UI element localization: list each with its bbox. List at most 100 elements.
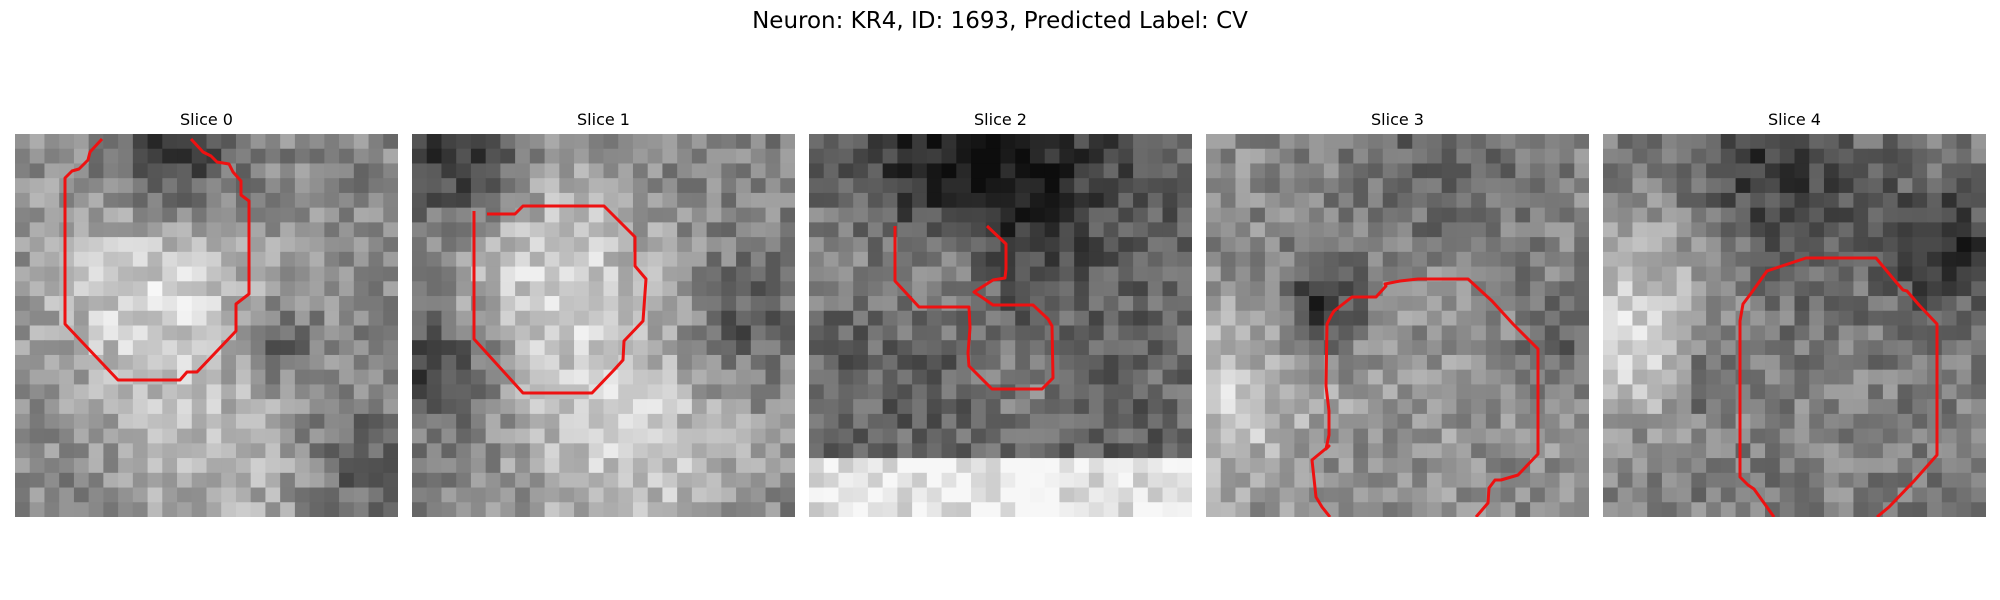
image-pixel — [1779, 266, 1796, 282]
image-pixel — [1720, 487, 1737, 503]
image-pixel — [838, 178, 854, 194]
image-pixel — [15, 134, 31, 150]
image-pixel — [1294, 222, 1310, 238]
image-pixel — [1147, 354, 1164, 371]
image-pixel — [1676, 296, 1692, 312]
image-pixel — [88, 413, 104, 430]
image-pixel — [1809, 399, 1825, 415]
image-pixel — [1544, 192, 1561, 209]
image-pixel — [339, 281, 355, 297]
image-pixel — [426, 413, 443, 430]
image-pixel — [221, 148, 237, 165]
image-pixel — [823, 340, 840, 356]
image-pixel — [1544, 384, 1561, 400]
image-pixel — [1235, 163, 1251, 179]
image-pixel — [221, 237, 237, 253]
image-pixel — [294, 251, 311, 268]
image-pixel — [426, 178, 443, 194]
image-pixel — [1603, 310, 1619, 327]
image-pixel — [515, 281, 531, 297]
image-pixel — [529, 296, 546, 312]
image-pixel — [147, 369, 163, 386]
image-pixel — [1456, 354, 1472, 371]
image-pixel — [441, 178, 457, 194]
image-pixel — [1235, 472, 1251, 489]
image-pixel — [1044, 502, 1061, 517]
image-pixel — [1338, 384, 1354, 400]
image-pixel — [515, 502, 531, 517]
image-pixel — [1544, 487, 1561, 503]
image-pixel — [1853, 340, 1869, 356]
image-pixel — [897, 178, 913, 194]
image-pixel — [1765, 354, 1781, 371]
image-pixel — [823, 148, 840, 165]
image-pixel — [132, 237, 149, 253]
image-pixel — [1912, 310, 1928, 327]
image-pixel — [1088, 502, 1105, 517]
image-pixel — [1574, 296, 1589, 312]
image-pixel — [1779, 487, 1796, 503]
image-pixel — [1294, 413, 1310, 430]
image-pixel — [88, 281, 104, 297]
image-pixel — [426, 148, 443, 165]
image-pixel — [1779, 207, 1796, 223]
image-pixel — [647, 163, 664, 179]
image-pixel — [294, 310, 311, 327]
image-pixel — [309, 384, 325, 400]
slice-title: Slice 2 — [974, 110, 1027, 129]
image-pixel — [1264, 325, 1281, 341]
image-pixel — [1162, 192, 1178, 209]
image-pixel — [1603, 458, 1619, 474]
image-pixel — [368, 369, 384, 386]
image-pixel — [1617, 443, 1634, 459]
image-pixel — [1118, 458, 1134, 474]
image-pixel — [838, 428, 854, 444]
image-pixel — [177, 237, 193, 253]
image-pixel — [250, 472, 267, 489]
image-pixel — [1823, 178, 1840, 194]
image-pixel — [721, 192, 737, 209]
image-pixel — [1177, 487, 1192, 503]
image-pixel — [132, 502, 149, 517]
image-pixel — [294, 443, 311, 459]
image-pixel — [721, 163, 737, 179]
image-pixel — [1794, 340, 1810, 356]
image-pixel — [736, 163, 752, 179]
image-pixel — [1765, 310, 1781, 327]
image-pixel — [1765, 192, 1781, 209]
image-pixel — [1559, 458, 1575, 474]
image-pixel — [412, 266, 428, 282]
image-pixel — [1823, 163, 1840, 179]
image-pixel — [15, 237, 31, 253]
image-pixel — [59, 222, 75, 238]
image-pixel — [1617, 178, 1634, 194]
image-pixel — [809, 399, 825, 415]
image-pixel — [823, 178, 840, 194]
image-pixel — [235, 163, 252, 179]
image-pixel — [383, 281, 398, 297]
image-pixel — [1044, 428, 1061, 444]
image-pixel — [1338, 237, 1354, 253]
image-pixel — [73, 237, 90, 253]
image-pixel — [1912, 148, 1928, 165]
image-pixel — [1971, 163, 1986, 179]
image-pixel — [1882, 325, 1899, 341]
image-pixel — [221, 384, 237, 400]
image-pixel — [956, 384, 972, 400]
image-pixel — [383, 354, 398, 371]
image-pixel — [1735, 340, 1751, 356]
image-pixel — [897, 487, 913, 503]
image-pixel — [1617, 369, 1634, 386]
image-pixel — [1500, 134, 1516, 150]
image-pixel — [780, 472, 795, 489]
image-pixel — [780, 192, 795, 209]
image-pixel — [1279, 399, 1295, 415]
image-pixel — [1250, 207, 1266, 223]
image-pixel — [1559, 325, 1575, 341]
image-pixel — [456, 443, 472, 459]
image-pixel — [1412, 207, 1428, 223]
image-pixel — [368, 443, 384, 459]
image-pixel — [1015, 384, 1031, 400]
image-pixel — [1059, 222, 1075, 238]
image-pixel — [1794, 399, 1810, 415]
